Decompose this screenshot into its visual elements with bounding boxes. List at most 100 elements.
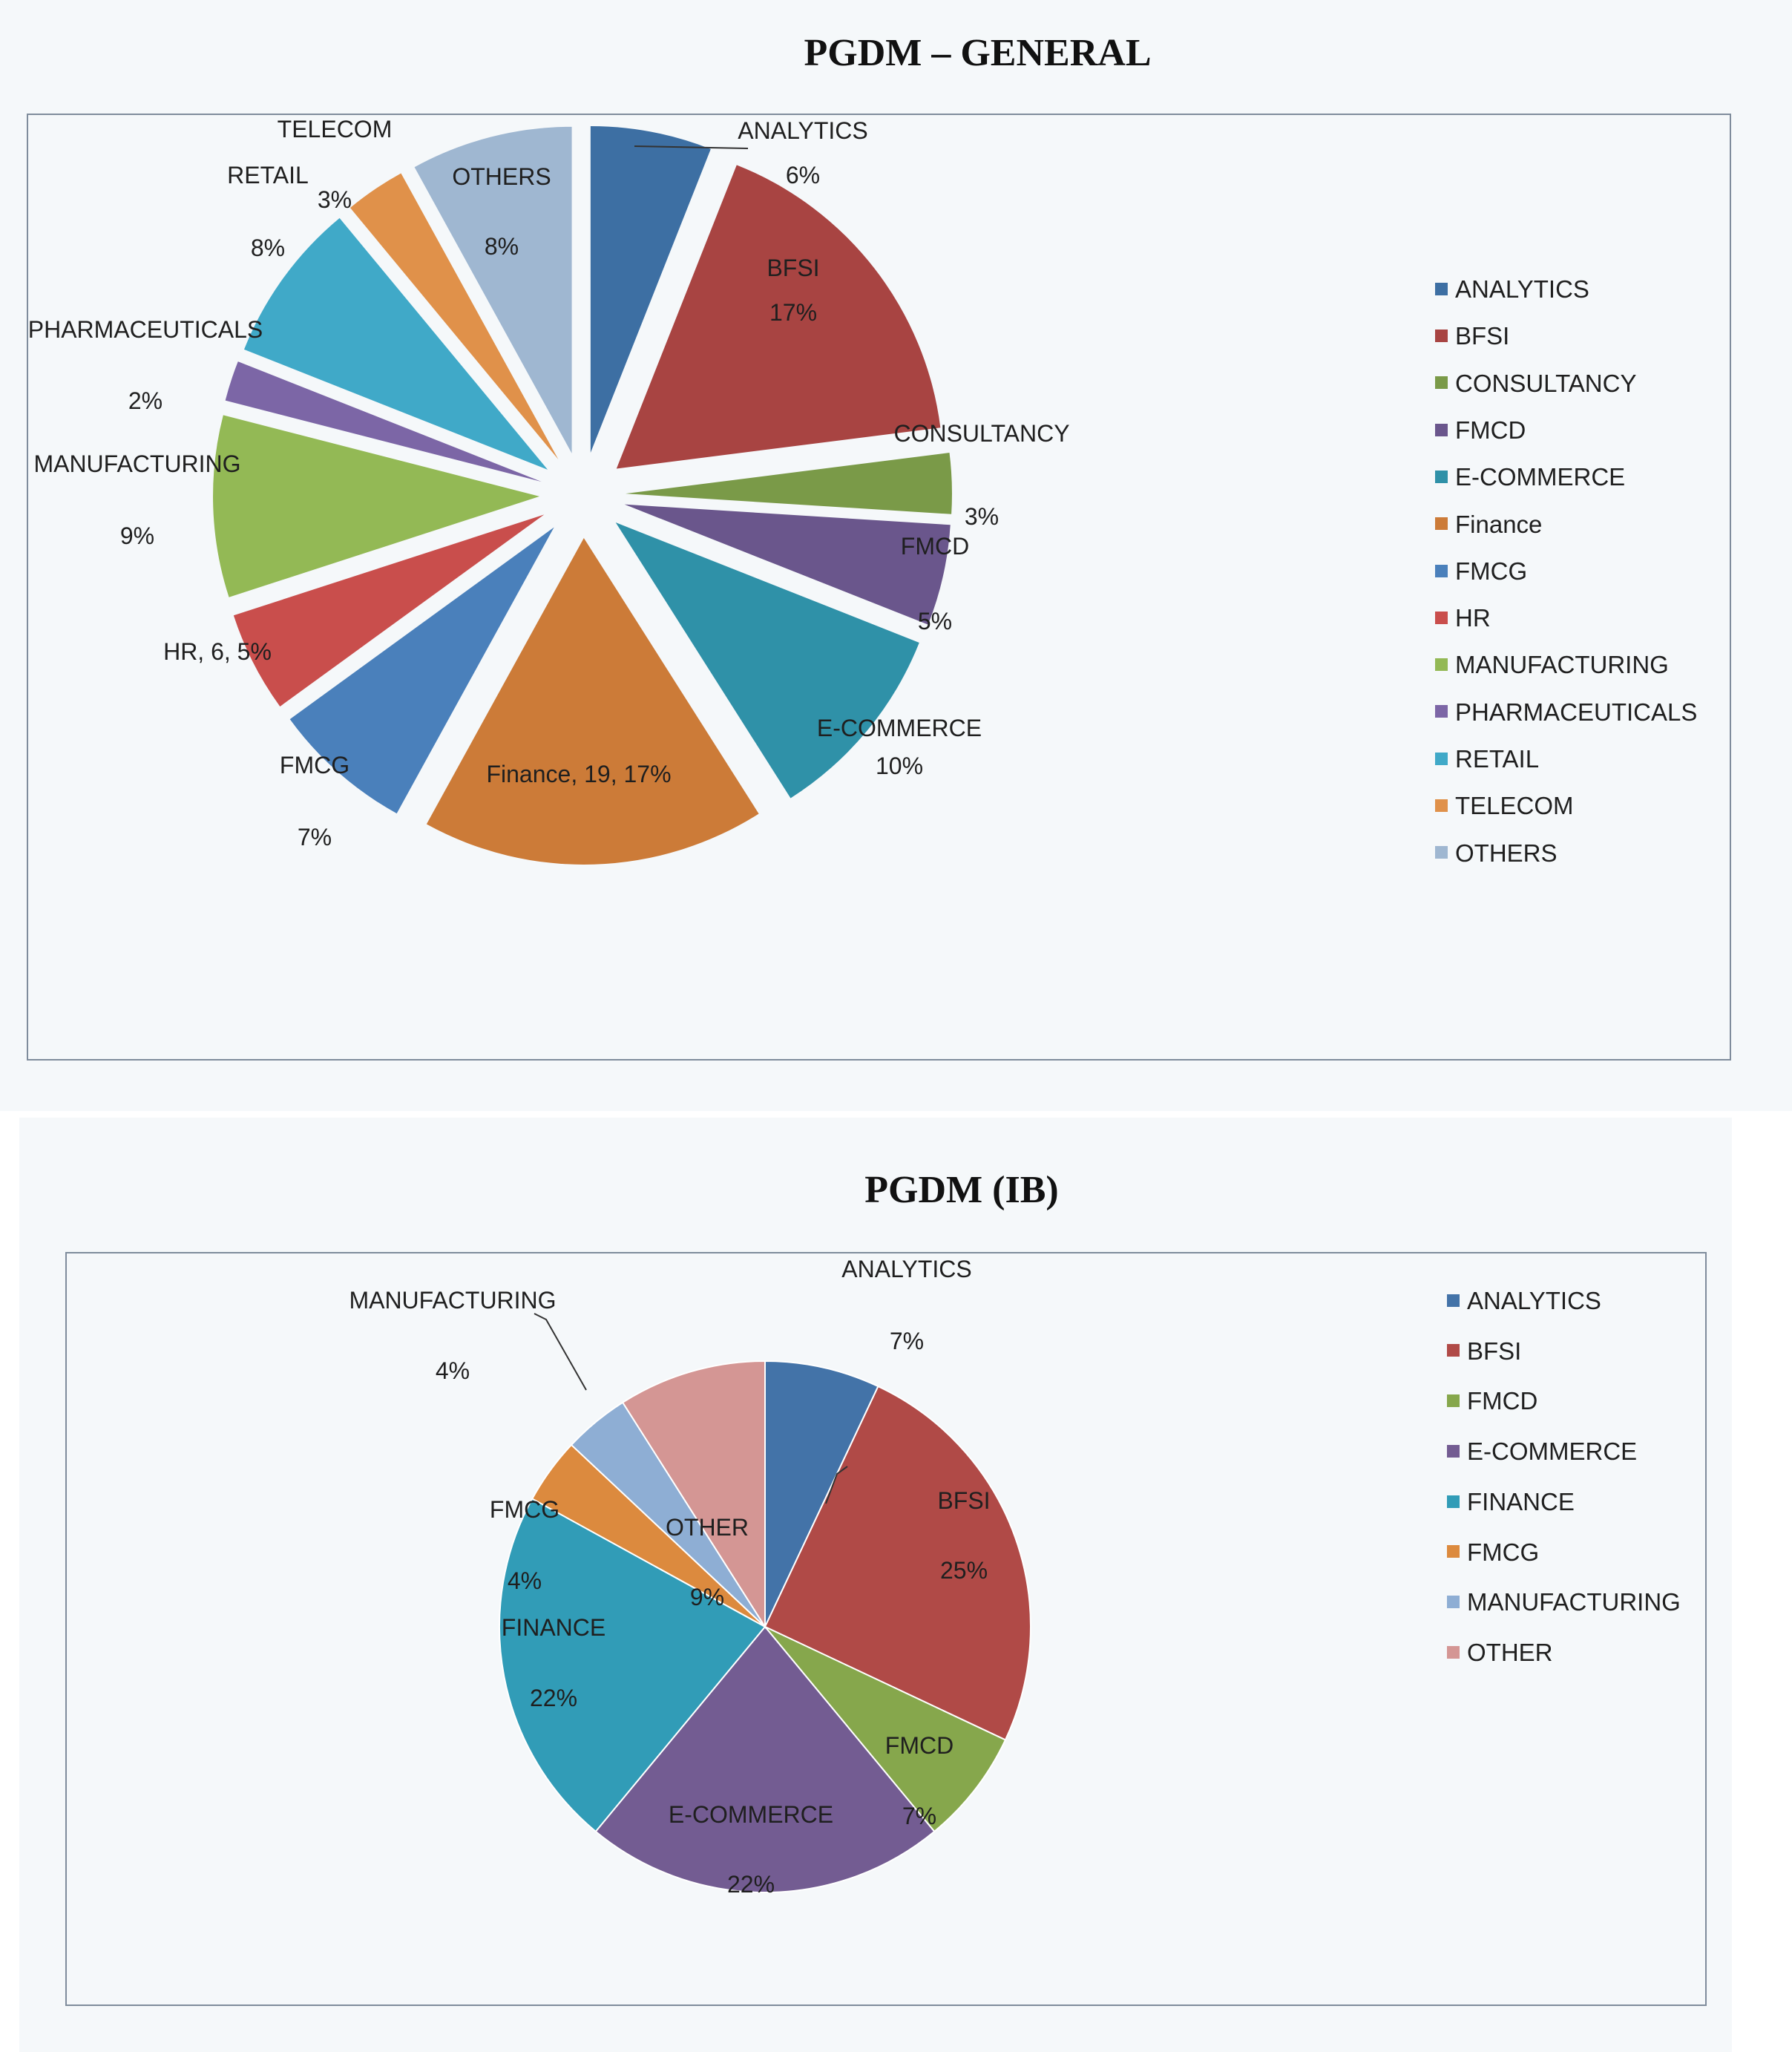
legend-entry-fmcd: FMCD [1447, 1386, 1537, 1416]
legend-entry-e-commerce: E-COMMERCE [1447, 1437, 1637, 1466]
data-label-analytics: ANALYTICS 6% [738, 117, 867, 189]
legend-swatch [1435, 470, 1448, 483]
legend-swatch [1435, 658, 1448, 672]
legend-entry-e-commerce: E-COMMERCE [1435, 462, 1625, 492]
legend-entry-consultancy: CONSULTANCY [1435, 369, 1636, 399]
legend-swatch [1447, 1545, 1460, 1558]
data-label-retail: RETAIL 8% [227, 162, 309, 261]
pie-slice-pharmaceuticals [225, 361, 542, 482]
legend-swatch [1435, 564, 1448, 577]
legend-label: OTHERS [1455, 839, 1558, 867]
data-label-finance: Finance, 19, 17% [486, 761, 671, 787]
legend-entry-manufacturing: MANUFACTURING [1435, 650, 1669, 680]
legend-label: FMCD [1467, 1387, 1538, 1415]
legend-label: BFSI [1455, 322, 1510, 350]
leader-line-analytics [634, 145, 749, 149]
legend-label: OTHER [1467, 1638, 1553, 1666]
legend-label: RETAIL [1455, 745, 1540, 773]
pie-slice-fmcd [624, 504, 951, 625]
legend-swatch [1447, 1495, 1460, 1508]
legend-label: FINANCE [1467, 1487, 1575, 1515]
data-label-others: OTHERS 8% [452, 163, 551, 260]
legend-label: PHARMACEUTICALS [1455, 698, 1698, 726]
pie-slice-other [621, 1360, 766, 1630]
legend-swatch [1447, 1595, 1460, 1608]
data-label-manufacturing: MANUFACTURING 9% [33, 450, 240, 549]
legend-swatch [1447, 1294, 1460, 1307]
chart-title: PGDM (IB) [864, 1169, 1059, 1211]
legend-entry-manufacturing: MANUFACTURING [1447, 1587, 1681, 1617]
data-label-e-commerce: E-COMMERCE 10% [817, 715, 982, 779]
legend-label: MANUFACTURING [1455, 651, 1669, 679]
legend-label: FMCG [1455, 557, 1528, 585]
pie-slice-bfsi [616, 165, 941, 469]
legend-swatch [1447, 1394, 1460, 1408]
pie-slice-retail [243, 217, 548, 470]
chart-panel-general: PGDM – GENERAL ANALYTICS 6% BFSI 17% CONSULT… [27, 32, 1731, 1061]
legend-entry-analytics: ANALYTICS [1447, 1286, 1601, 1316]
legend-swatch [1447, 1645, 1460, 1659]
legend-swatch [1435, 330, 1448, 343]
legend-entry-fmcd: FMCD [1435, 416, 1526, 445]
pie-slice-fmcg [289, 527, 554, 814]
data-label-analytics: ANALYTICS 7% [841, 1256, 971, 1354]
legend-swatch [1435, 752, 1448, 765]
leader-line-manufacturing [534, 1313, 587, 1391]
data-label-fmcg: FMCG 7% [280, 752, 349, 850]
legend-entry-analytics: ANALYTICS [1435, 275, 1589, 304]
pie-slice-finance [499, 1498, 767, 1833]
legend-label: MANUFACTURING [1467, 1588, 1681, 1616]
pie-slice-manufacturing [213, 415, 540, 597]
legend-swatch [1435, 705, 1448, 718]
data-label-consultancy: CONSULTANCY 3% [893, 420, 1069, 530]
legend-entry-fmcg: FMCG [1435, 557, 1527, 586]
pie-chart-general: ANALYTICS 6% BFSI 17% CONSULTANCY 3%FMCD 5% E-C… [28, 116, 1070, 865]
data-label-bfsi: BFSI 17% [767, 255, 819, 326]
legend-label: TELECOM [1455, 792, 1574, 820]
legend-label: HR [1455, 604, 1491, 632]
pie-slice-finance [426, 537, 759, 865]
pie-slice-others [414, 126, 572, 453]
pie-slice-hr [233, 514, 545, 707]
chart-title: PGDM – GENERAL [804, 32, 1152, 74]
data-label-other: OTHER 9% [666, 1514, 749, 1610]
legend-entry-bfsi: BFSI [1447, 1337, 1521, 1366]
legend-label: E-COMMERCE [1455, 463, 1626, 491]
legend-entry-finance: Finance [1435, 510, 1542, 540]
pie-slice-e-commerce [615, 522, 919, 799]
legend-swatch [1447, 1344, 1460, 1357]
legend-swatch [1435, 423, 1448, 436]
legend-entry-finance: FINANCE [1447, 1487, 1575, 1517]
legend-entry-telecom: TELECOM [1435, 791, 1574, 821]
legend-label: FMCD [1455, 416, 1526, 444]
legend-swatch [1435, 846, 1448, 859]
pie-slice-consultancy [625, 453, 952, 514]
legend-label: CONSULTANCY [1455, 369, 1637, 397]
data-label-manufacturing: MANUFACTURING 4% [349, 1287, 556, 1384]
legend-label: ANALYTICS [1467, 1287, 1601, 1314]
legend-swatch [1435, 611, 1448, 624]
data-label-telecom: TELECOM 3% [278, 116, 393, 213]
pie-slice-bfsi [764, 1385, 1031, 1741]
legend-entry-hr: HR [1435, 603, 1491, 633]
pie-slice-fmcd [764, 1626, 1007, 1833]
data-label-bfsi: BFSI 25% [937, 1487, 990, 1584]
data-label-fmcd: FMCD 7% [885, 1732, 954, 1829]
legend-label: E-COMMERCE [1467, 1438, 1638, 1466]
legend-swatch [1435, 376, 1448, 390]
legend-label: BFSI [1467, 1337, 1522, 1365]
pie-chart-ib: ANALYTICS 7% BFSI 25% FMCD 7% E-COMMERCE 22% FIN… [349, 1256, 1031, 1898]
legend-entry-others: OTHERS [1435, 839, 1558, 868]
legend-entry-retail: RETAIL [1435, 744, 1539, 774]
pie-slice-analytics [764, 1360, 879, 1627]
legend-swatch [1435, 517, 1448, 531]
data-label-e-commerce: E-COMMERCE 22% [669, 1801, 833, 1898]
data-label-hr: HR, 6, 5% [163, 638, 272, 665]
pie-slice-analytics [590, 126, 711, 453]
leader-line-analytics [825, 1466, 848, 1504]
legend-swatch [1435, 799, 1448, 813]
legend-entry-bfsi: BFSI [1435, 321, 1509, 351]
legend-swatch [1447, 1444, 1460, 1458]
legend-entry-pharmaceuticals: PHARMACEUTICALS [1435, 698, 1697, 727]
legend-label: ANALYTICS [1455, 275, 1589, 303]
